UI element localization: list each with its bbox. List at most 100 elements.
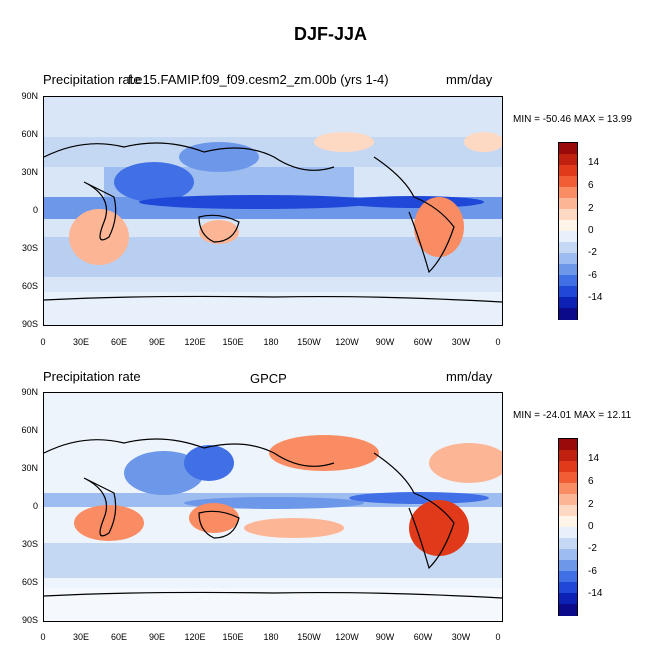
colorbar-segment (559, 472, 577, 484)
panel2-lon-tick: 150W (297, 632, 321, 642)
panel2-lat-tick: 60S (21, 577, 38, 587)
panel1-npac-pos (314, 132, 374, 152)
panel1-lon-tick: 150W (297, 337, 321, 347)
colorbar-segment (559, 450, 577, 462)
panel2-australia (189, 503, 239, 533)
panel2-lon-tick: 30W (451, 632, 471, 642)
panel2-lon-tick: 150E (222, 632, 244, 642)
panel1-lon-tick: 30E (72, 337, 89, 347)
panel2-center-label: GPCP (250, 371, 287, 386)
colorbar-segment (559, 549, 577, 561)
panel1-lon-tick: 30W (451, 337, 471, 347)
panel2-lon-tick: 0 (40, 632, 46, 642)
panel1-colorbar (558, 142, 578, 320)
panel2-colorbar-label: 14 (588, 453, 600, 464)
panel1-center-label: f.e15.FAMIP.f09_f09.cesm2_zm.00b (yrs 1-… (128, 72, 389, 87)
panel2-sea-monsoon (184, 445, 234, 481)
panel1-colorbar-label: -6 (588, 270, 597, 281)
panel2-south-africa (74, 505, 144, 541)
colorbar-segment (559, 582, 577, 594)
colorbar-segment (559, 308, 577, 320)
panel2-lon-tick: 180 (263, 632, 279, 642)
panel2-itcz-atl (349, 492, 489, 504)
colorbar-segment (559, 209, 577, 221)
panel1-lon-tick: 150E (222, 337, 244, 347)
panel2-lat-tick: 30N (21, 463, 38, 473)
panel2-lon-tick: 30E (72, 632, 89, 642)
panel2-natl (429, 443, 502, 483)
panel2-colorbar-label: 0 (588, 521, 594, 532)
panel2-south-america (409, 500, 469, 556)
panel2-npac (269, 435, 379, 471)
colorbar-segment (559, 264, 577, 276)
panel2-right-label: mm/day (446, 369, 493, 384)
panel1-colorbar-label: 14 (588, 157, 600, 168)
colorbar-segment (559, 275, 577, 287)
panel2-colorbar-label: 6 (588, 476, 594, 487)
panel2-left-label: Precipitation rate (43, 369, 141, 384)
panel1-itcz-atlantic (344, 196, 484, 208)
panel2-lon-tick: 60W (413, 632, 433, 642)
panel1-lat-tick: 30S (21, 243, 38, 253)
colorbar-segment (559, 231, 577, 243)
panel2-lat-tick: 90S (21, 615, 38, 625)
panel1-lat-tick: 90N (21, 91, 38, 101)
panel2-colorbar-label: -6 (588, 566, 597, 577)
panel1-colorbar-label: 6 (588, 180, 594, 191)
panel2-colorbar-label: 2 (588, 499, 594, 510)
colorbar-segment (559, 505, 577, 517)
panel2-map (43, 392, 503, 622)
panel1-lat-tick: 30N (21, 167, 38, 177)
colorbar-segment (559, 187, 577, 199)
colorbar-segment (559, 527, 577, 539)
panel1-coastlines (44, 142, 502, 303)
panel1-indian-monsoon (114, 162, 194, 202)
panel1-minmax: MIN = -50.46 MAX = 13.99 (513, 114, 632, 125)
colorbar-segment (559, 198, 577, 210)
panel1-lon-tick: 180 (263, 337, 279, 347)
panel1-map-svg (44, 97, 502, 325)
colorbar-segment (559, 560, 577, 572)
panel2-lon-tick: 60E (110, 632, 127, 642)
panel2-colorbar-label: -2 (588, 543, 597, 554)
panel1-left-label: Precipitation rate (43, 72, 141, 87)
panel1-lon-tick: 120E (184, 337, 206, 347)
panel1-south-africa (69, 209, 129, 265)
panel2-lon-tick: 0 (495, 632, 501, 642)
colorbar-segment (559, 297, 577, 309)
figure-title: DJF-JJA (293, 24, 368, 44)
panel1-australia (199, 220, 239, 244)
panel1-lon-tick: 60E (110, 337, 127, 347)
panel2-lat-tick: 30S (21, 539, 38, 549)
panel2-lon-tick: 90W (375, 632, 395, 642)
panel1-natl-pos (464, 132, 502, 152)
colorbar-segment (559, 538, 577, 550)
panel1-lon-tick: 90W (375, 337, 395, 347)
colorbar-segment (559, 461, 577, 473)
panel2-colorbar-label: -14 (588, 588, 603, 599)
panel1-right-label: mm/day (446, 72, 493, 87)
panel1-itcz-core (139, 195, 379, 209)
colorbar-segment (559, 483, 577, 495)
panel1-lat-tick: 60S (21, 281, 38, 291)
panel1-lon-tick: 120W (335, 337, 359, 347)
colorbar-segment (559, 286, 577, 298)
panel2-lat-tick: 0 (32, 501, 38, 511)
panel2-lat-tick: 60N (21, 425, 38, 435)
colorbar-segment (559, 143, 577, 155)
panel2-colorbar (558, 438, 578, 616)
colorbar-segment (559, 593, 577, 605)
colorbar-segment (559, 604, 577, 616)
panel1-lat-tick: 90S (21, 319, 38, 329)
panel2-lon-tick: 90E (148, 632, 165, 642)
panel1-lon-tick: 90E (148, 337, 165, 347)
panel2-lon-tick: 120W (335, 632, 359, 642)
panel1-south-america (414, 197, 464, 257)
colorbar-segment (559, 494, 577, 506)
panel2-map-svg (44, 393, 502, 621)
panel2-minmax: MIN = -24.01 MAX = 12.11 (513, 410, 632, 421)
colorbar-segment (559, 220, 577, 232)
colorbar-segment (559, 165, 577, 177)
colorbar-segment (559, 516, 577, 528)
panel2-monsoon (124, 451, 204, 495)
